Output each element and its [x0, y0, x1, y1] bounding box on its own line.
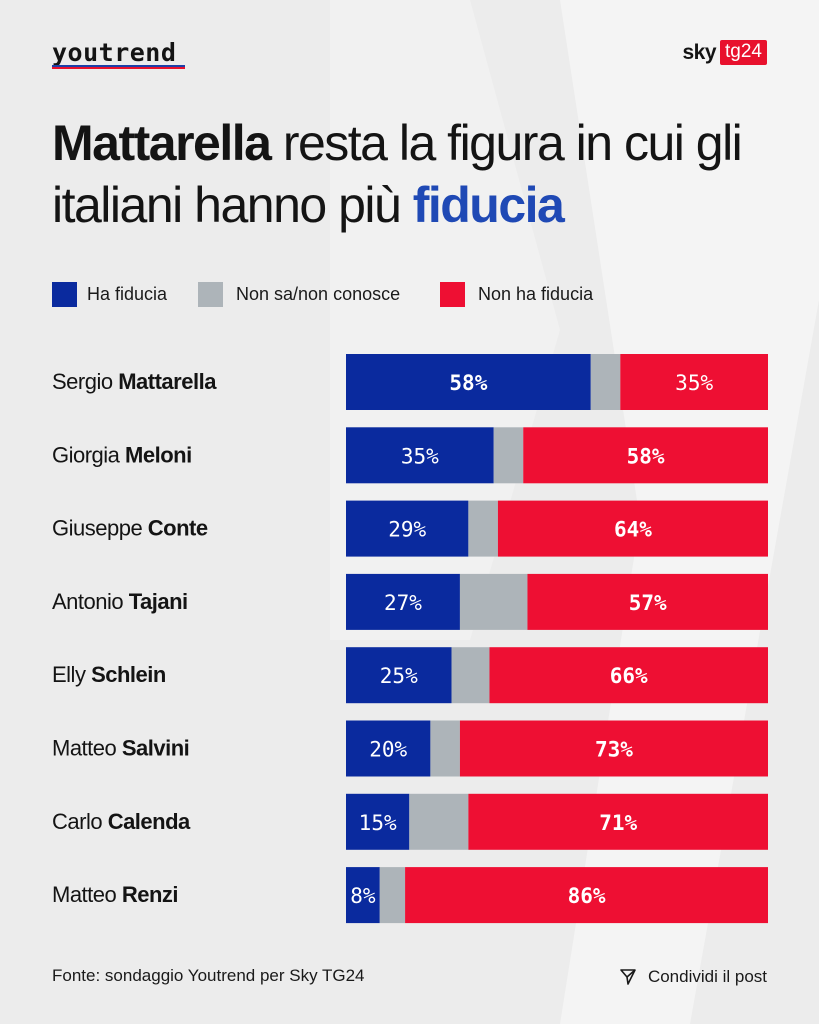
- bar-segment-non-sa: [590, 354, 621, 410]
- title-text: resta la figura in cui gli italiani hann…: [52, 115, 743, 233]
- row-label-last-name: Conte: [148, 516, 208, 541]
- row-label-last-name: Salvini: [122, 736, 189, 761]
- data-label: 35%: [675, 371, 713, 395]
- legend-swatch-non-sa: [198, 282, 223, 307]
- bar-segment-fiducia: [346, 500, 469, 557]
- bar-segment-fiducia: [346, 867, 380, 924]
- row-label: Giuseppe Conte: [52, 516, 208, 541]
- legend-label-non-sa: Non sa/non conosce: [236, 284, 401, 304]
- data-label: 71%: [599, 811, 637, 835]
- data-label: 66%: [610, 664, 648, 688]
- bar-segment-non-fiducia: [405, 867, 768, 924]
- row-label-last-name: Meloni: [125, 442, 192, 467]
- data-label: 64%: [614, 518, 652, 542]
- data-label: 15%: [359, 811, 397, 835]
- bar-segment-non-fiducia: [523, 427, 768, 484]
- row-label-first-name: Giuseppe: [52, 516, 148, 541]
- bar-segment-fiducia: [346, 354, 591, 410]
- bar-segment-fiducia: [346, 427, 494, 484]
- bar-segment-non-sa: [493, 427, 524, 484]
- chart-legend: Ha fiducia Non sa/non conosce Non ha fid…: [52, 282, 772, 310]
- legend-item-fiducia: Ha fiducia: [52, 282, 167, 307]
- title-bold-lead: Mattarella: [52, 115, 272, 171]
- bar-segment-non-sa: [451, 647, 490, 704]
- row-label: Giorgia Meloni: [52, 442, 192, 467]
- bar-segment-non-fiducia: [497, 500, 768, 557]
- data-label: 58%: [627, 444, 665, 468]
- row-label-last-name: Tajani: [129, 589, 188, 614]
- data-label: 8%: [350, 884, 376, 908]
- row-label-first-name: Matteo: [52, 736, 122, 761]
- row-label-last-name: Renzi: [122, 882, 178, 907]
- legend-label-fiducia: Ha fiducia: [87, 284, 168, 304]
- row-label: Sergio Mattarella: [52, 369, 217, 394]
- bar-segment-fiducia: [346, 647, 452, 704]
- sky-logo-word: sky: [682, 40, 717, 64]
- row-label: Matteo Renzi: [52, 882, 178, 907]
- bar-segment-non-fiducia: [620, 354, 768, 410]
- row-label-first-name: Carlo: [52, 809, 108, 834]
- tg24-logo-badge: tg24: [720, 40, 767, 65]
- legend-label-non-fiducia: Non ha fiducia: [478, 284, 594, 304]
- source-note: Fonte: sondaggio Youtrend per Sky TG24: [52, 966, 365, 985]
- data-label: 86%: [568, 884, 606, 908]
- page-title: Mattarella resta la figura in cui gli it…: [52, 112, 772, 236]
- data-label: 35%: [401, 444, 439, 468]
- share-label: Condividi il post: [647, 967, 767, 986]
- bar-segment-non-sa: [468, 500, 498, 557]
- legend-swatch-non-fiducia: [440, 282, 465, 307]
- legend-swatch-fiducia: [52, 282, 77, 307]
- share-post-button[interactable]: Condividi il post: [618, 967, 767, 987]
- sky-tg24-logo: sky tg24: [682, 40, 767, 65]
- row-label-first-name: Antonio: [52, 589, 129, 614]
- title-highlight: fiducia: [412, 177, 565, 233]
- data-label: 58%: [449, 371, 487, 395]
- bar-segment-non-sa: [409, 793, 469, 850]
- row-label-last-name: Calenda: [108, 809, 191, 834]
- bar-segment-non-sa: [459, 573, 528, 630]
- row-label: Matteo Salvini: [52, 736, 189, 761]
- bar-segment-non-sa: [430, 720, 460, 777]
- row-label-first-name: Sergio: [52, 369, 118, 394]
- data-label: 27%: [384, 591, 422, 615]
- row-label-first-name: Giorgia: [52, 442, 125, 467]
- data-label: 57%: [629, 591, 667, 615]
- bar-segment-fiducia: [346, 793, 410, 850]
- row-label: Antonio Tajani: [52, 589, 188, 614]
- row-label: Carlo Calenda: [52, 809, 191, 834]
- data-label: 20%: [369, 738, 407, 762]
- row-label-first-name: Matteo: [52, 882, 122, 907]
- legend-item-non-sa: Non sa/non conosce: [198, 282, 400, 307]
- bar-segment-fiducia: [346, 720, 431, 777]
- youtrend-logo-underline: [52, 65, 185, 69]
- legend-item-non-fiducia: Non ha fiducia: [440, 282, 593, 307]
- row-label-first-name: Elly: [52, 662, 91, 687]
- youtrend-logo: youtrend: [52, 38, 177, 67]
- bar-segment-non-sa: [379, 867, 406, 924]
- bar-segment-non-fiducia: [459, 720, 768, 777]
- bar-segment-non-fiducia: [527, 573, 768, 630]
- data-label: 29%: [388, 518, 426, 542]
- bar-segment-non-fiducia: [489, 647, 768, 704]
- bar-segment-fiducia: [346, 573, 460, 630]
- row-label-last-name: Schlein: [91, 662, 166, 687]
- row-label-last-name: Mattarella: [118, 369, 217, 394]
- data-label: 25%: [380, 664, 418, 688]
- share-icon: [620, 969, 636, 985]
- data-label: 73%: [595, 738, 633, 762]
- row-label: Elly Schlein: [52, 662, 166, 687]
- bar-segment-non-fiducia: [468, 793, 768, 850]
